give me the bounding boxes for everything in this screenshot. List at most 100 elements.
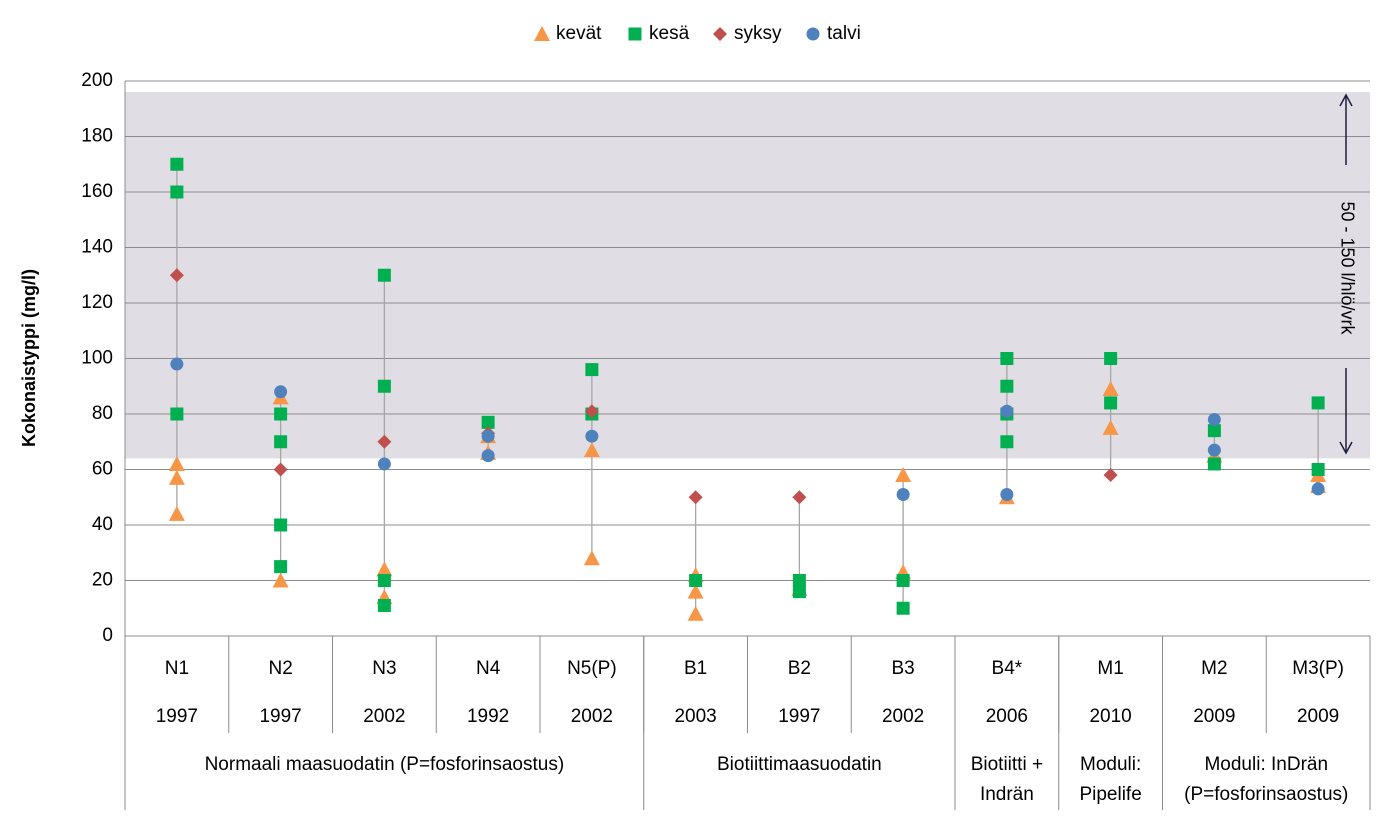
legend-marker [806,27,820,41]
point [1207,413,1221,427]
point [168,455,185,471]
point [1000,487,1014,501]
point [168,469,185,485]
legend-label: talvi [827,23,861,44]
point [274,518,288,532]
point [792,490,807,505]
group-label: Pipelife [1079,784,1141,805]
year-label: 1992 [467,706,509,727]
point [170,157,184,171]
point [583,550,600,566]
y-tick-label: 120 [81,292,113,313]
point [272,572,289,588]
point [689,574,703,587]
point [274,407,288,421]
y-axis-title: Kokonaistyppi (mg/l) [19,269,39,447]
point [792,574,806,587]
point [169,268,184,283]
point [170,185,184,199]
point [1311,463,1325,476]
point [688,490,703,505]
point [376,561,393,577]
point [481,449,495,463]
point [687,605,704,621]
y-tick-label: 100 [81,348,113,369]
year-label: 1997 [156,706,198,727]
y-tick-label: 20 [92,570,113,591]
year-label: 1997 [778,706,820,727]
x-tick-label: B1 [684,658,707,679]
group-label: Normaali maasuodatin (P=fosforinsaostus) [205,754,565,775]
legend-marker [713,27,727,41]
y-tick-label: 40 [92,514,113,535]
x-tick-label: M1 [1097,658,1123,679]
x-tick-label: N1 [165,658,189,679]
year-label: 2010 [1089,706,1131,727]
point [1000,379,1014,393]
point [1103,468,1118,483]
group-label: Indrän [980,784,1034,805]
y-tick-label: 0 [102,625,113,646]
group-label: Moduli: [1080,754,1141,775]
point [274,435,288,449]
x-tick-label: B4* [992,658,1023,679]
arrow-head [1339,441,1353,455]
point [377,379,391,393]
legend-marker [534,26,550,41]
year-label: 2002 [363,706,405,727]
year-label: 2009 [1297,706,1339,727]
point [377,434,392,449]
year-label: 1997 [259,706,301,727]
x-tick-label: N2 [268,658,292,679]
point [792,585,806,599]
year-label: 2009 [1193,706,1235,727]
point [274,560,288,574]
point [1000,404,1014,418]
y-tick-label: 140 [81,237,113,258]
x-tick-label: N5(P) [567,658,617,679]
y-tick-label: 160 [81,181,113,202]
point [377,574,391,587]
legend-label: syksy [734,23,782,44]
legend-marker [628,27,642,41]
x-tick-label: B2 [788,658,811,679]
point [1102,419,1119,435]
group-label: (P=fosforinsaostus) [1184,784,1348,805]
point [377,268,391,282]
y-tick-label: 80 [92,403,113,424]
arrow-head [1339,93,1353,107]
x-tick-label: B3 [892,658,915,679]
point [1207,457,1221,471]
point [584,404,599,419]
point [377,598,391,612]
point [896,601,910,615]
x-tick-label: M2 [1201,658,1227,679]
legend-label: kevät [556,23,602,44]
point [1311,396,1325,410]
point [168,505,185,521]
point [170,357,184,371]
point [1000,352,1014,365]
point [583,442,600,458]
point [1104,396,1118,410]
x-tick-label: N4 [476,658,501,679]
year-label: 2002 [571,706,613,727]
point [481,429,495,443]
point [170,407,184,421]
point [273,462,288,477]
group-label: Moduli: InDrän [1204,754,1328,775]
legend-label: kesä [649,23,690,44]
y-tick-label: 200 [81,70,113,91]
point [585,429,599,443]
point [896,487,910,501]
year-label: 2002 [882,706,924,727]
point [896,574,910,587]
x-tick-label: M3(P) [1292,658,1344,679]
point [274,385,288,399]
point [687,583,704,599]
point [1000,435,1014,449]
group-label: Biotiittimaasuodatin [717,754,882,775]
year-label: 2003 [674,706,716,727]
point [1102,381,1119,397]
